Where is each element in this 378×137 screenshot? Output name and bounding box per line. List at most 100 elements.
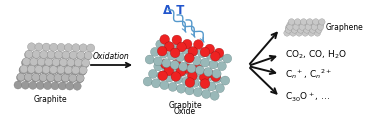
Circle shape — [192, 56, 201, 65]
Circle shape — [314, 30, 321, 36]
Circle shape — [307, 19, 313, 25]
Circle shape — [187, 71, 197, 81]
Circle shape — [44, 59, 52, 67]
Circle shape — [27, 65, 36, 73]
Circle shape — [29, 59, 37, 67]
Circle shape — [30, 58, 38, 66]
Circle shape — [77, 51, 85, 59]
Circle shape — [54, 51, 62, 59]
Circle shape — [87, 44, 95, 52]
Circle shape — [179, 67, 188, 76]
Circle shape — [76, 75, 84, 83]
Circle shape — [29, 81, 37, 89]
Circle shape — [65, 44, 73, 52]
Circle shape — [34, 66, 42, 75]
Circle shape — [308, 30, 314, 36]
Circle shape — [217, 62, 226, 71]
Circle shape — [73, 60, 81, 68]
Circle shape — [56, 66, 65, 74]
Circle shape — [45, 58, 53, 66]
Circle shape — [149, 69, 158, 78]
Circle shape — [301, 19, 307, 25]
Circle shape — [64, 66, 73, 74]
Circle shape — [143, 77, 152, 86]
Circle shape — [188, 47, 198, 56]
Circle shape — [152, 79, 161, 88]
Circle shape — [204, 68, 213, 76]
Circle shape — [157, 71, 166, 80]
Circle shape — [70, 51, 77, 59]
Circle shape — [67, 58, 75, 66]
Circle shape — [84, 52, 92, 60]
Circle shape — [189, 47, 198, 56]
Circle shape — [22, 58, 30, 66]
Circle shape — [145, 55, 154, 64]
Circle shape — [24, 74, 32, 82]
Circle shape — [299, 24, 305, 30]
Circle shape — [64, 67, 71, 75]
Circle shape — [221, 76, 230, 85]
Circle shape — [57, 66, 65, 74]
Circle shape — [193, 64, 203, 74]
Circle shape — [49, 67, 57, 75]
Text: C$_{30}$O$^+$, ...: C$_{30}$O$^+$, ... — [285, 90, 330, 104]
Circle shape — [162, 59, 171, 68]
Circle shape — [76, 52, 84, 60]
Circle shape — [184, 55, 193, 64]
Circle shape — [74, 59, 82, 67]
Circle shape — [36, 59, 44, 67]
Circle shape — [162, 64, 171, 73]
Circle shape — [66, 60, 74, 68]
Circle shape — [157, 46, 167, 56]
Circle shape — [177, 42, 186, 52]
Circle shape — [203, 68, 213, 78]
Circle shape — [201, 58, 210, 67]
Circle shape — [205, 44, 214, 54]
Circle shape — [294, 19, 301, 25]
Text: Oxide: Oxide — [174, 107, 196, 116]
Circle shape — [81, 59, 89, 67]
Circle shape — [305, 22, 311, 28]
Circle shape — [20, 66, 28, 74]
Circle shape — [204, 72, 213, 82]
Circle shape — [209, 60, 218, 69]
Circle shape — [50, 66, 57, 74]
Circle shape — [287, 24, 293, 30]
Circle shape — [54, 74, 62, 82]
Circle shape — [62, 51, 70, 59]
Circle shape — [59, 58, 68, 66]
Circle shape — [304, 27, 310, 33]
Circle shape — [290, 30, 296, 36]
Circle shape — [72, 66, 80, 74]
Circle shape — [54, 74, 62, 82]
Circle shape — [39, 74, 47, 82]
Circle shape — [170, 48, 180, 58]
Circle shape — [36, 82, 44, 89]
Circle shape — [172, 59, 181, 69]
Circle shape — [17, 73, 25, 81]
Circle shape — [202, 89, 211, 99]
Circle shape — [56, 67, 64, 75]
Circle shape — [25, 50, 33, 58]
Circle shape — [69, 74, 77, 82]
Circle shape — [174, 75, 183, 84]
Circle shape — [14, 81, 22, 89]
Circle shape — [206, 50, 215, 59]
Circle shape — [71, 67, 79, 75]
Circle shape — [207, 82, 216, 91]
Circle shape — [214, 52, 223, 61]
Circle shape — [297, 27, 304, 33]
Circle shape — [305, 24, 311, 30]
Circle shape — [154, 62, 163, 71]
Circle shape — [172, 43, 181, 52]
Circle shape — [210, 91, 219, 100]
Circle shape — [198, 49, 207, 58]
Circle shape — [25, 73, 33, 81]
Circle shape — [84, 51, 92, 59]
Circle shape — [316, 27, 322, 33]
Circle shape — [302, 30, 308, 36]
Circle shape — [81, 60, 89, 68]
Circle shape — [200, 47, 210, 57]
Circle shape — [150, 47, 160, 56]
Circle shape — [310, 25, 316, 31]
